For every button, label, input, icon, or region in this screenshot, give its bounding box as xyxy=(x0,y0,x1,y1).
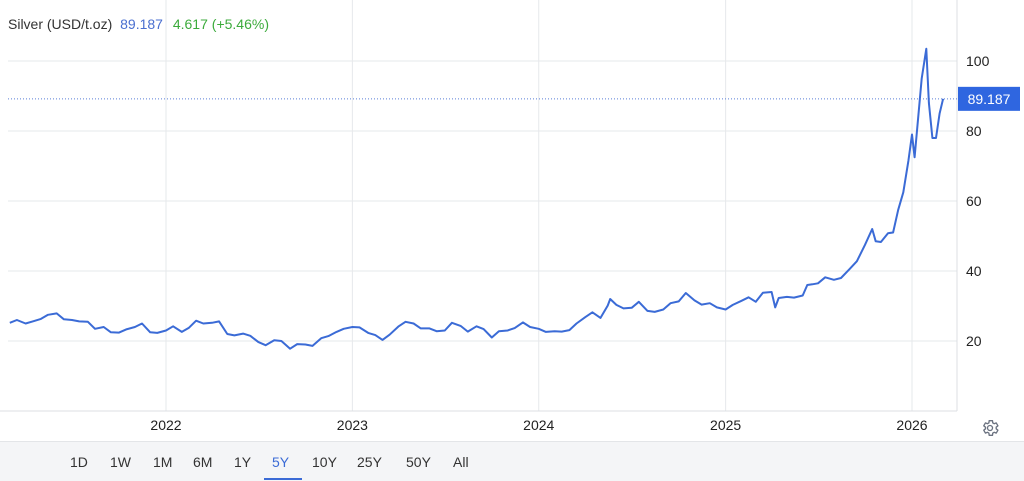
range-1d-button[interactable]: 1D xyxy=(70,454,88,470)
range-10y-button[interactable]: 10Y xyxy=(312,454,337,470)
instrument-name: Silver (USD/t.oz) xyxy=(8,16,112,32)
range-all-button[interactable]: All xyxy=(453,454,469,470)
x-tick-label: 2026 xyxy=(896,417,927,433)
chart-header: Silver (USD/t.oz) 89.187 4.617 (+5.46%) xyxy=(8,16,269,32)
price-change: 4.617 xyxy=(173,16,208,32)
gear-icon[interactable] xyxy=(980,418,1000,438)
y-tick-label: 100 xyxy=(966,53,990,69)
range-1w-button[interactable]: 1W xyxy=(110,454,131,470)
range-25y-button[interactable]: 25Y xyxy=(357,454,382,470)
last-value-label: 89.187 xyxy=(968,91,1011,107)
x-tick-label: 2022 xyxy=(150,417,181,433)
price-chart[interactable]: 20 40 60 80 100 2022 2023 2024 2025 2026 89.187 xyxy=(0,0,1024,441)
y-tick-label: 20 xyxy=(966,333,982,349)
range-5y-button[interactable]: 5Y xyxy=(272,454,289,470)
series-layer xyxy=(10,49,944,349)
current-price: 89.187 xyxy=(120,16,163,32)
price-change-percent: (+5.46%) xyxy=(212,16,269,32)
x-tick-label: 2025 xyxy=(710,417,741,433)
range-1m-button[interactable]: 1M xyxy=(153,454,172,470)
series-line xyxy=(10,49,943,349)
range-50y-button[interactable]: 50Y xyxy=(406,454,431,470)
y-tick-label: 80 xyxy=(966,123,982,139)
x-tick-label: 2023 xyxy=(337,417,368,433)
range-1y-button[interactable]: 1Y xyxy=(234,454,251,470)
y-tick-label: 60 xyxy=(966,193,982,209)
x-axis: 2022 2023 2024 2025 2026 xyxy=(150,417,927,433)
grid-lines xyxy=(0,0,957,411)
x-tick-label: 2024 xyxy=(523,417,554,433)
last-value-marker: 89.187 xyxy=(8,87,1020,111)
range-6m-button[interactable]: 6M xyxy=(193,454,212,470)
y-tick-label: 40 xyxy=(966,263,982,279)
range-selector: 1D 1W 1M 6M 1Y 5Y 10Y 25Y 50Y All xyxy=(0,441,1024,481)
